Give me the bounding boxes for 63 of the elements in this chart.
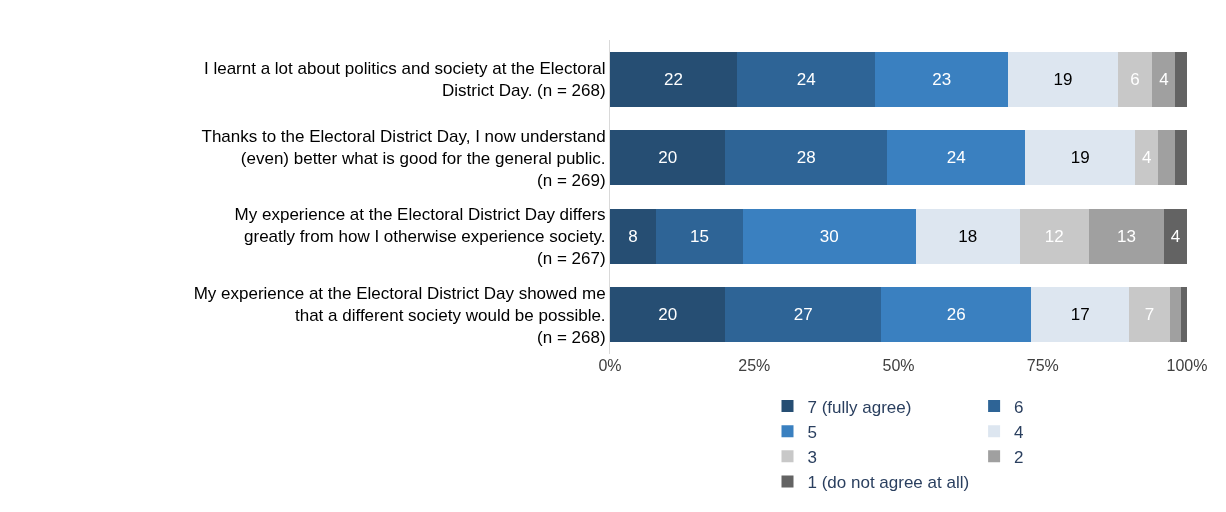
- bar: [1169, 287, 1182, 343]
- data-label: 13: [1116, 226, 1136, 246]
- data-label: 26: [946, 305, 966, 325]
- bar: [610, 130, 726, 186]
- y-tick-label: Thanks to the Electoral District Day, I now understand (even) better what is good for the general public. (n = 269): [201, 126, 606, 190]
- bar: [742, 208, 916, 264]
- bar: [1008, 51, 1118, 107]
- bar: [725, 130, 887, 186]
- y-tick-label: My experience at the Electoral District Day showed me that a different society would be possible. (n = 268): [193, 283, 606, 347]
- legend-label: 6: [1014, 397, 1024, 417]
- legend-label: 4: [1014, 422, 1024, 442]
- bar: [915, 208, 1020, 264]
- x-tick-label: 0%: [598, 357, 622, 374]
- bar: [881, 287, 1032, 343]
- data-label: 18: [958, 226, 978, 246]
- bar: [1135, 130, 1159, 186]
- data-label: 8: [628, 226, 638, 246]
- data-label: 24: [796, 69, 816, 89]
- x-tick-label: 75%: [1026, 357, 1059, 374]
- bar: [1163, 208, 1187, 264]
- bar: [725, 287, 882, 343]
- bar: [1152, 51, 1176, 107]
- bar: [1181, 287, 1187, 343]
- bar: [1025, 130, 1136, 186]
- data-label: 24: [946, 148, 966, 168]
- bar: [886, 130, 1026, 186]
- x-tick-label: 50%: [882, 357, 915, 374]
- data-label: 28: [796, 148, 816, 168]
- bar: [875, 51, 1009, 107]
- y-tick-label: I learnt a lot about politics and society at the Electoral District Day. (n = 268): [203, 59, 606, 101]
- x-tick-label: 25%: [738, 357, 771, 374]
- bar: [610, 208, 657, 264]
- data-label: 4: [1170, 226, 1181, 246]
- data-label: 4: [1159, 69, 1169, 89]
- bar: [1019, 208, 1089, 264]
- data-label: 15: [689, 226, 709, 246]
- data-label: 20: [658, 148, 678, 168]
- legend-label: 1 (do not agree at all): [807, 473, 970, 493]
- bar: [1088, 208, 1164, 264]
- bar: [656, 208, 743, 264]
- data-label: 17: [1070, 305, 1090, 325]
- bar: [610, 51, 737, 107]
- bar: [736, 51, 876, 107]
- bar: [1175, 130, 1187, 186]
- data-label: 27: [793, 305, 813, 325]
- y-tick-label: My experience at the Electoral District Day differs greatly from how I otherwise experience society. (n = 267): [234, 205, 606, 269]
- data-label: 23: [932, 69, 952, 89]
- x-tick-label: 100%: [1166, 357, 1208, 374]
- bar: [1117, 51, 1153, 107]
- data-label: 19: [1070, 148, 1090, 168]
- data-label: 20: [658, 305, 678, 325]
- bar: [1129, 287, 1170, 343]
- legend-label: 7 (fully agree): [807, 397, 912, 417]
- data-label: 19: [1053, 69, 1073, 89]
- legend-label: 2: [1014, 447, 1024, 467]
- bar: [1175, 51, 1187, 107]
- data-label: 30: [819, 226, 839, 246]
- legend-label: 5: [807, 422, 817, 442]
- bar: [1158, 130, 1176, 186]
- bar: [1031, 287, 1130, 343]
- legend-label: 3: [807, 447, 817, 467]
- data-label: 22: [664, 69, 683, 89]
- bar: [610, 287, 726, 343]
